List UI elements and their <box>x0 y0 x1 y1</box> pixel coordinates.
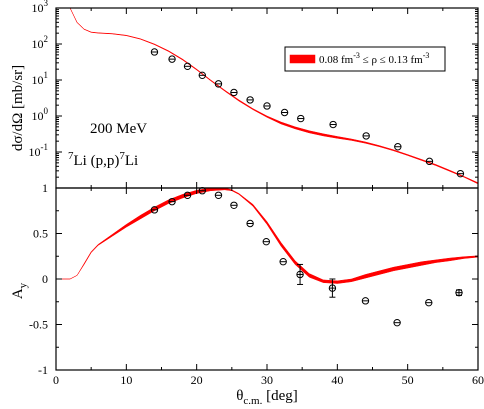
tick-exponent: -1 <box>41 142 49 152</box>
legend: 0.08 fm-3 ≤ ρ ≤ 0.13 fm-3 <box>284 46 446 72</box>
tick-base: 10 <box>29 145 41 159</box>
tick-base: 10 <box>32 37 44 51</box>
bottom-y-tick-label: 0.5 <box>33 227 48 241</box>
tick-base: 10 <box>32 73 44 87</box>
top-y-tick-label: 103 <box>32 0 49 15</box>
x-tick-label: 60 <box>472 373 484 387</box>
reaction-pre-sup: 7 <box>68 150 74 162</box>
x-tick-label: 10 <box>120 373 132 387</box>
tick-exponent: 2 <box>44 34 49 44</box>
legend-b-sup: -3 <box>423 51 430 60</box>
xlabel-main: θ <box>236 388 243 404</box>
legend-a: 0.08 fm <box>319 54 354 66</box>
x-tick-label: 50 <box>402 373 414 387</box>
x-axis-title: θc.m. [deg] <box>236 388 298 407</box>
tick-base: 10 <box>32 109 44 123</box>
bottom-y-tick-label: -1 <box>38 363 48 377</box>
x-tick-label: 0 <box>53 373 59 387</box>
top-y-tick-label: 101 <box>32 70 49 87</box>
tick-exponent: 1 <box>44 70 49 80</box>
top-y-tick-label: 10-1 <box>29 142 49 159</box>
legend-a-sup: -3 <box>353 51 360 60</box>
bottom-ylabel-sub: y <box>17 282 29 288</box>
x-tick-label: 30 <box>261 373 273 387</box>
bottom-y-tick-label: -0.5 <box>29 318 48 332</box>
bottom-ylabel: Ay <box>10 282 29 299</box>
legend-swatch <box>289 54 316 64</box>
bottom-model-band <box>56 188 478 284</box>
top-y-tick-label: 100 <box>32 106 49 123</box>
bottom-y-tick-label: 0 <box>42 272 48 286</box>
bottom-ylabel-main: A <box>10 288 26 299</box>
xlabel-sub: c.m. <box>243 395 262 407</box>
reaction-tail: Li <box>125 153 138 169</box>
xlabel-tail: [deg] <box>262 388 297 404</box>
x-tick-label: 40 <box>331 373 343 387</box>
x-tick-label: 20 <box>191 373 203 387</box>
bottom-frame <box>55 187 479 371</box>
top-y-tick-label: 102 <box>32 34 49 51</box>
top-ylabel: dσ/dΩ [mb/sr] <box>10 65 26 151</box>
bottom-y-tick-label: 1 <box>42 181 48 195</box>
legend-label: 0.08 fm-3 ≤ ρ ≤ 0.13 fm-3 <box>319 51 429 66</box>
tick-base: 10 <box>32 1 44 15</box>
energy-annotation: 200 MeV <box>90 121 147 137</box>
analyzing-power-panel: 0 10 20 30 40 50 60 -1 -0.5 0 0.5 1 <box>29 181 484 387</box>
reaction-annotation: 7Li (p,p)7Li <box>68 150 138 169</box>
tick-exponent: 0 <box>44 106 49 116</box>
reaction-post-sup: 7 <box>119 150 125 162</box>
legend-b: ≤ ρ ≤ 0.13 fm <box>360 54 423 66</box>
reaction-mid: Li (p,p) <box>74 153 120 169</box>
tick-exponent: 3 <box>44 0 49 8</box>
